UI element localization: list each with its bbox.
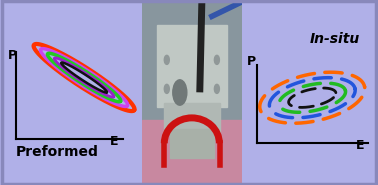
Text: In-situ: In-situ [310,32,360,46]
Text: E: E [110,135,118,148]
Bar [142,2,242,129]
Text: Preformed: Preformed [16,145,99,159]
Text: E: E [356,139,364,152]
Circle shape [214,84,219,93]
Bar [170,129,214,158]
Bar [157,25,227,107]
Circle shape [214,55,219,64]
Circle shape [164,84,169,93]
Text: P: P [8,49,17,62]
Circle shape [164,55,169,64]
Circle shape [173,80,187,105]
Bar [164,103,220,132]
Text: P: P [247,55,256,68]
Bar [142,120,242,183]
